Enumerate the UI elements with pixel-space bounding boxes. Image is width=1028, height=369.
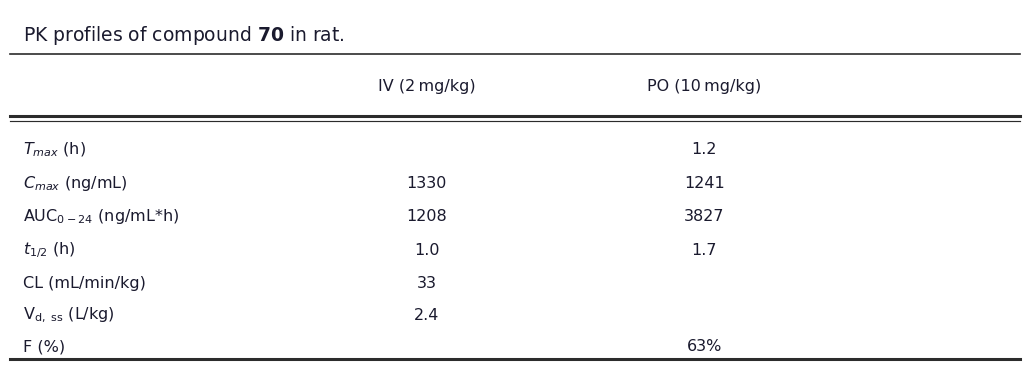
Text: $t_{1/2}$ (h): $t_{1/2}$ (h) bbox=[23, 240, 75, 260]
Text: 1.2: 1.2 bbox=[692, 142, 717, 157]
Text: F (%): F (%) bbox=[23, 339, 65, 354]
Text: 63%: 63% bbox=[687, 339, 722, 354]
Text: 1330: 1330 bbox=[406, 176, 447, 191]
Text: PK profiles of compound $\mathbf{70}$ in rat.: PK profiles of compound $\mathbf{70}$ in… bbox=[23, 24, 344, 47]
Text: PO (10 mg/kg): PO (10 mg/kg) bbox=[647, 79, 762, 94]
Text: $\mathrm{AUC}_{0-24}$ (ng/mL*h): $\mathrm{AUC}_{0-24}$ (ng/mL*h) bbox=[23, 207, 179, 227]
Text: 2.4: 2.4 bbox=[414, 308, 439, 323]
Text: $T_{max}$ (h): $T_{max}$ (h) bbox=[23, 140, 85, 159]
Text: CL (mL/min/kg): CL (mL/min/kg) bbox=[23, 276, 146, 291]
Text: $C_{max}$ (ng/mL): $C_{max}$ (ng/mL) bbox=[23, 174, 127, 193]
Text: 1.0: 1.0 bbox=[414, 243, 439, 258]
Text: IV (2 mg/kg): IV (2 mg/kg) bbox=[378, 79, 475, 94]
Text: 3827: 3827 bbox=[684, 210, 725, 224]
Text: 33: 33 bbox=[416, 276, 437, 291]
Text: 1.7: 1.7 bbox=[692, 243, 717, 258]
Text: 1208: 1208 bbox=[406, 210, 447, 224]
Text: 1241: 1241 bbox=[684, 176, 725, 191]
Text: $\mathrm{V}_{\mathrm{d,\ ss}}$ (L/kg): $\mathrm{V}_{\mathrm{d,\ ss}}$ (L/kg) bbox=[23, 306, 114, 325]
